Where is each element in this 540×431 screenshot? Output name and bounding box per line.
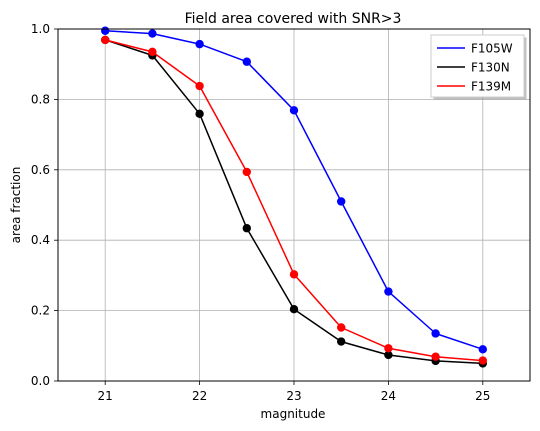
data-point-f105w <box>195 39 204 49</box>
data-point-f130n <box>337 337 346 346</box>
data-point-f139m <box>289 270 299 279</box>
data-point-f105w <box>478 345 487 354</box>
x-tick-label: 24 <box>381 389 396 403</box>
y-axis-label: area fraction <box>9 167 23 244</box>
data-point-f105w <box>101 26 110 35</box>
data-point-f139m <box>101 35 110 45</box>
legend-label-f130n: F130N <box>471 61 510 75</box>
y-tick-label: 1.0 <box>31 22 50 36</box>
data-point-f105w <box>431 329 440 338</box>
legend-label-f139m: F139M <box>471 80 511 94</box>
data-point-f130n <box>242 224 251 233</box>
data-point-f130n <box>289 304 299 314</box>
data-point-f105w <box>148 29 157 38</box>
x-axis-label: magnitude <box>261 407 326 421</box>
y-tick-label: 0.6 <box>31 163 50 177</box>
x-tick-label: 22 <box>192 389 207 403</box>
data-point-f130n <box>384 350 393 360</box>
data-point-f139m <box>337 323 346 332</box>
data-point-f130n <box>195 109 204 119</box>
y-tick-label: 0.2 <box>31 304 50 318</box>
x-tick-label: 23 <box>286 389 301 403</box>
data-point-f105w <box>289 106 299 115</box>
x-tick-label: 21 <box>98 389 113 403</box>
y-tick-label: 0.4 <box>31 233 50 247</box>
data-point-f139m <box>431 352 440 361</box>
chart-title: Field area covered with SNR>3 <box>185 11 402 27</box>
data-point-f105w <box>337 197 346 206</box>
series-layer <box>101 26 487 368</box>
data-point-f139m <box>242 167 251 177</box>
data-point-f139m <box>384 344 393 353</box>
legend: F105W F130N F139M <box>430 34 527 100</box>
ticks: 21 22 23 24 25 0.0 0.2 0.4 0.6 0.8 1.0 <box>31 22 491 403</box>
data-point-f139m <box>148 47 157 57</box>
y-tick-label: 0.8 <box>31 92 50 106</box>
data-point-f139m <box>478 356 487 365</box>
legend-label-f105w: F105W <box>471 42 513 56</box>
y-tick-label: 0.0 <box>31 374 50 388</box>
data-point-f139m <box>195 81 204 91</box>
x-tick-label: 25 <box>475 389 490 403</box>
data-point-f105w <box>384 287 393 296</box>
data-point-f105w <box>242 57 251 66</box>
